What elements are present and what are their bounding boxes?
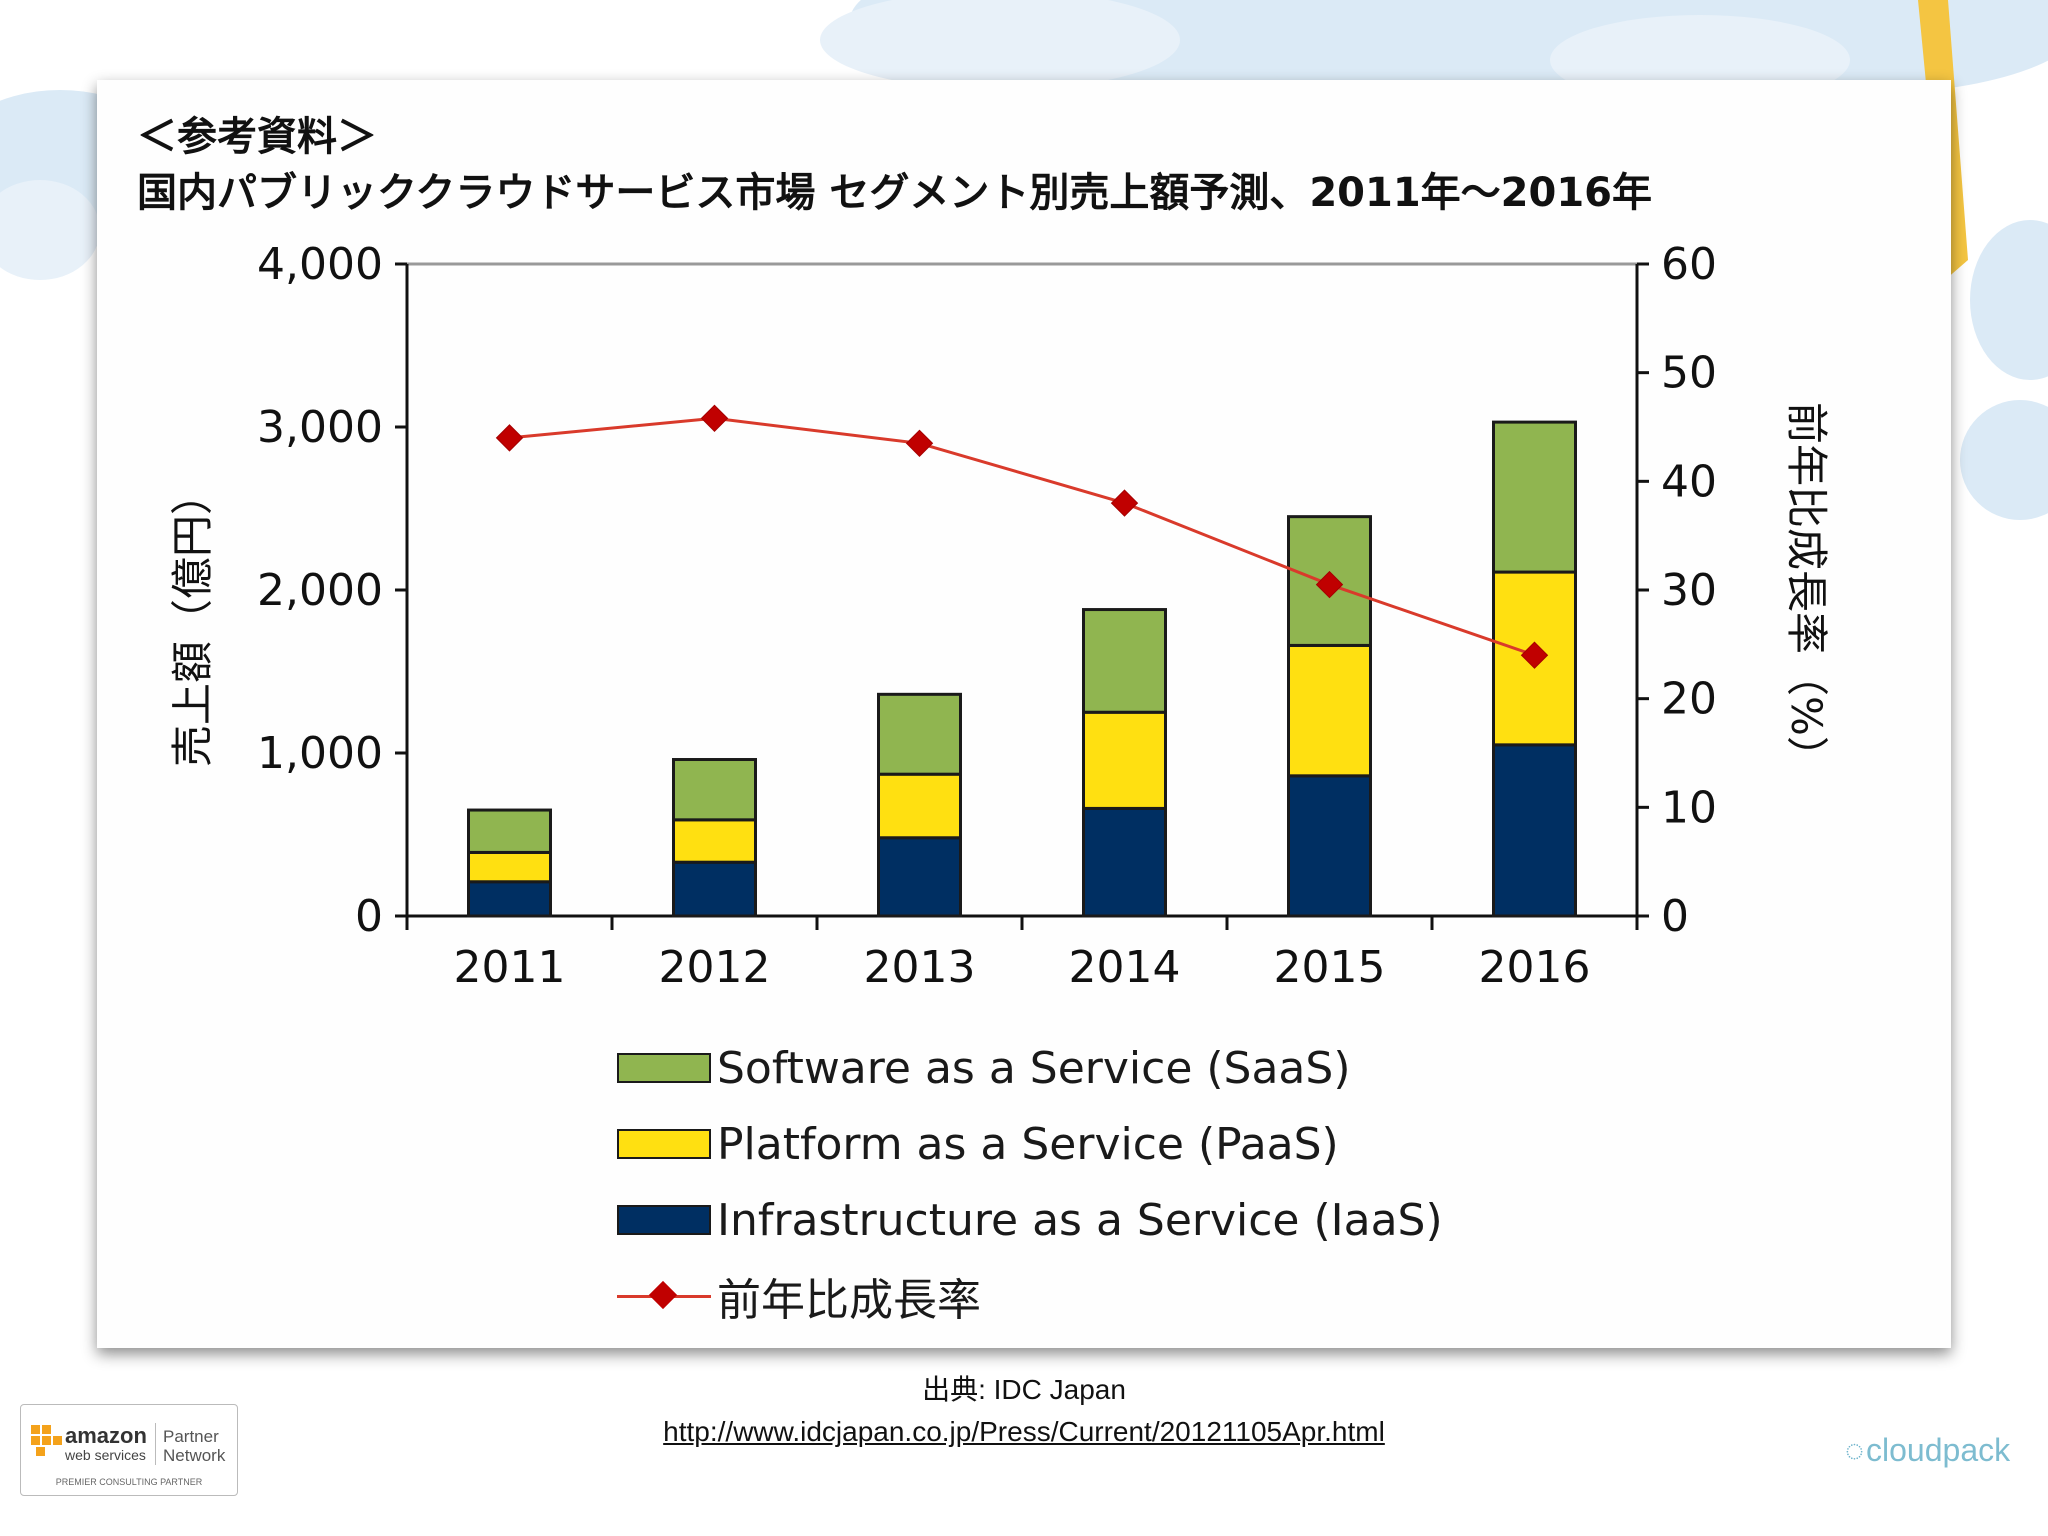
- bar-segment: [1492, 743, 1577, 918]
- y2-axis-label: 前年比成長率（%）: [1782, 402, 1831, 778]
- y2-tick-label: 20: [1661, 674, 1717, 725]
- source-link[interactable]: http://www.idcjapan.co.jp/Press/Current/…: [663, 1416, 1385, 1447]
- cloudpack-logo: ◌cloudpack: [1845, 1432, 2010, 1469]
- x-tick-label: 2014: [1069, 942, 1181, 993]
- bar-segment: [1082, 710, 1167, 810]
- legend-item-saas: Software as a Service (SaaS): [617, 1030, 1443, 1106]
- cloudpack-text: cloudpack: [1866, 1432, 2011, 1468]
- growth-marker: [905, 429, 934, 458]
- legend-swatch-saas: [617, 1053, 711, 1083]
- cloudpack-swirl-icon: ◌: [1845, 1432, 1865, 1468]
- chart-card: ＜参考資料＞ 国内パブリッククラウドサービス市場 セグメント別売上額予測、201…: [97, 80, 1951, 1348]
- y2-tick-label: 30: [1661, 565, 1717, 616]
- aws-divider: [155, 1423, 156, 1465]
- legend-swatch-paas: [617, 1129, 711, 1159]
- bar-segment: [877, 692, 962, 776]
- y2-tick-label: 60: [1661, 239, 1717, 290]
- growth-marker: [1315, 570, 1344, 599]
- x-tick-label: 2013: [864, 942, 976, 993]
- y-tick-label: 2,000: [257, 565, 383, 616]
- y2-tick-label: 10: [1661, 782, 1717, 833]
- bar-segment: [1287, 774, 1372, 918]
- y-tick-label: 1,000: [257, 728, 383, 779]
- aws-cubes-icon: [31, 1425, 62, 1456]
- bar-segment: [1492, 420, 1577, 574]
- aws-amazon-text: amazon: [65, 1423, 147, 1448]
- bar-segment: [467, 880, 552, 918]
- growth-marker: [1520, 641, 1549, 669]
- bar-segment: [1287, 643, 1372, 778]
- bar-segment: [877, 836, 962, 918]
- slide-heading: ＜参考資料＞: [137, 114, 377, 160]
- legend-label: 前年比成長率: [717, 1275, 981, 1326]
- chart-legend: Software as a Service (SaaS) Platform as…: [617, 1030, 1443, 1334]
- aws-tier-text: PREMIER CONSULTING PARTNER: [55, 1477, 203, 1487]
- source-citation: 出典: IDC Japan http://www.idcjapan.co.jp/…: [0, 1370, 2048, 1454]
- chart-title: 国内パブリッククラウドサービス市場 セグメント別売上額予測、2011年〜2016…: [137, 170, 1652, 216]
- bar-segment: [467, 808, 552, 854]
- legend-label: Software as a Service (SaaS): [717, 1042, 1351, 1094]
- y2-tick-label: 0: [1661, 891, 1689, 942]
- bar-segment: [672, 860, 757, 918]
- growth-marker: [1110, 489, 1139, 517]
- legend-item-iaas: Infrastructure as a Service (IaaS): [617, 1182, 1443, 1258]
- growth-line: [509, 416, 1535, 657]
- source-label: 出典: IDC Japan: [922, 1374, 1126, 1405]
- y-tick-label: 3,000: [257, 402, 383, 453]
- bar-segment: [1082, 806, 1167, 918]
- legend-label: Platform as a Service (PaaS): [717, 1118, 1339, 1170]
- bar-segment: [672, 818, 757, 864]
- y-tick-label: 0: [355, 891, 383, 942]
- aws-partner-badge: amazon web services Partner Network PREM…: [20, 1404, 238, 1496]
- y2-tick-label: 40: [1661, 456, 1717, 507]
- bar-segment: [1082, 608, 1167, 714]
- chart-svg: 0 1,000 2,000 3,000 4,000 0 10 20 30 40 50 60 2011 20…: [168, 239, 1831, 993]
- bar-segment: [877, 772, 962, 840]
- legend-label: Infrastructure as a Service (IaaS): [717, 1194, 1443, 1246]
- x-tick-label: 2012: [659, 942, 771, 993]
- y-tick-label: 4,000: [257, 239, 383, 290]
- x-tick-label: 2016: [1479, 942, 1591, 993]
- legend-item-paas: Platform as a Service (PaaS): [617, 1106, 1443, 1182]
- y-axis-label: 売上額（億円）: [168, 473, 217, 767]
- bar-segment: [672, 758, 757, 822]
- legend-swatch-iaas: [617, 1205, 711, 1235]
- aws-partner-text: Partner Network: [163, 1427, 226, 1465]
- aws-webservices-text: web services: [65, 1447, 146, 1463]
- y2-tick-label: 50: [1661, 348, 1717, 399]
- legend-item-growth: 前年比成長率: [617, 1258, 1443, 1334]
- bar-segment: [467, 850, 552, 884]
- x-tick-label: 2011: [454, 942, 566, 993]
- growth-marker: [495, 424, 524, 452]
- legend-swatch-growth: [617, 1280, 711, 1311]
- growth-marker: [700, 404, 729, 433]
- x-tick-label: 2015: [1274, 942, 1386, 993]
